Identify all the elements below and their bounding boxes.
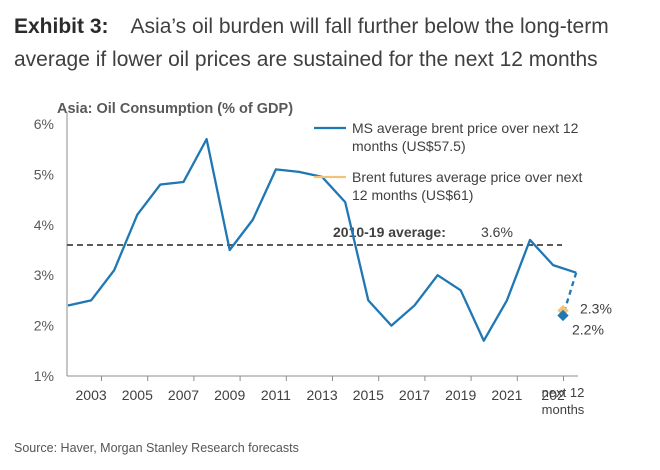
x-tick-label: 2019 [445,387,476,403]
y-tick-label: 5% [34,166,54,182]
x-tick-label: 2021 [491,387,522,403]
x-tick-label: 2015 [353,387,384,403]
x-tick-label: 2013 [307,387,338,403]
y-tick-label: 1% [34,368,54,384]
y-tick-label: 4% [34,217,54,233]
ms-forecast-label: 2.2% [572,322,604,338]
ms-forecast-marker [557,309,569,322]
y-tick-label: 6% [34,116,54,132]
legend-label-ms: MS average brent price over next 12 [352,120,579,136]
legend-label-futures: Brent futures average price over next [352,169,582,185]
exhibit-title-text: Asia’s oil burden will fall further belo… [14,15,609,71]
x-tick-label: 2005 [122,387,153,403]
legend-label-futures-cont: 12 months (US$61) [352,187,473,203]
exhibit-number: Exhibit 3: [14,15,109,38]
average-label-bg [326,223,466,241]
x-tick-label-cont: months [542,402,585,417]
exhibit-title: Exhibit 3: Asia’s oil burden will fall fu… [14,10,650,76]
x-tick-label: next 12 [542,385,585,400]
x-tick-label: 202 [541,387,565,403]
source-note: Source: Haver, Morgan Stanley Research f… [14,441,299,455]
average-label: 2010-19 average: [333,224,446,240]
x-tick-label: 2011 [261,387,291,403]
futures-forecast-label: 2.3% [580,300,612,316]
x-tick-label: 2009 [214,387,245,403]
y-tick-label: 2% [34,318,54,334]
average-value-label: 3.6% [481,224,513,240]
legend-label-ms-cont: months (US$57.5) [352,138,466,154]
chart-title: Asia: Oil Consumption (% of GDP) [57,101,293,117]
x-tick-label: 2003 [76,387,107,403]
x-tick-label: 2017 [399,387,430,403]
x-tick-label: 2007 [168,387,199,403]
y-tick-label: 3% [34,267,54,283]
